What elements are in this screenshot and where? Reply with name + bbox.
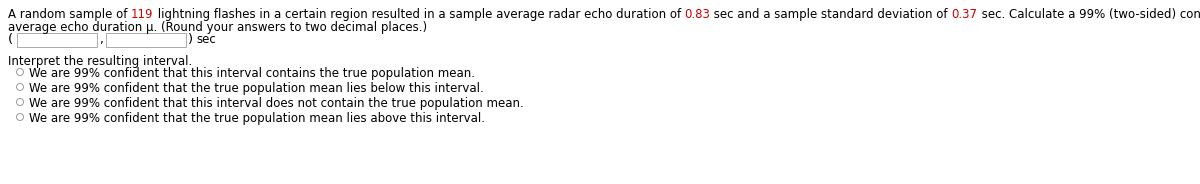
Text: A random sample of: A random sample of: [8, 8, 131, 21]
Text: 119: 119: [131, 8, 154, 21]
Text: 0.83: 0.83: [684, 8, 710, 21]
Text: lightning flashes in a certain region resulted in a sample average radar echo du: lightning flashes in a certain region re…: [154, 8, 684, 21]
Text: We are 99% confident that this interval contains the true population mean.: We are 99% confident that this interval …: [29, 67, 475, 80]
Bar: [17, 33, 97, 47]
Text: average echo duration μ. (Round your answers to two decimal places.): average echo duration μ. (Round your ans…: [8, 21, 427, 34]
Text: sec. Calculate a 99% (two-sided) confidence interval for the true: sec. Calculate a 99% (two-sided) confide…: [978, 8, 1200, 21]
Text: sec: sec: [196, 33, 216, 46]
Bar: [106, 33, 186, 47]
Text: We are 99% confident that this interval does not contain the true population mea: We are 99% confident that this interval …: [29, 97, 523, 110]
Text: sec and a sample standard deviation of: sec and a sample standard deviation of: [710, 8, 952, 21]
Text: 0.37: 0.37: [952, 8, 978, 21]
Text: Interpret the resulting interval.: Interpret the resulting interval.: [8, 55, 192, 68]
Text: ,: ,: [98, 33, 103, 46]
Text: We are 99% confident that the true population mean lies below this interval.: We are 99% confident that the true popul…: [29, 82, 484, 95]
Text: ): ): [188, 33, 193, 46]
Text: (: (: [8, 33, 13, 46]
Text: We are 99% confident that the true population mean lies above this interval.: We are 99% confident that the true popul…: [29, 112, 485, 125]
